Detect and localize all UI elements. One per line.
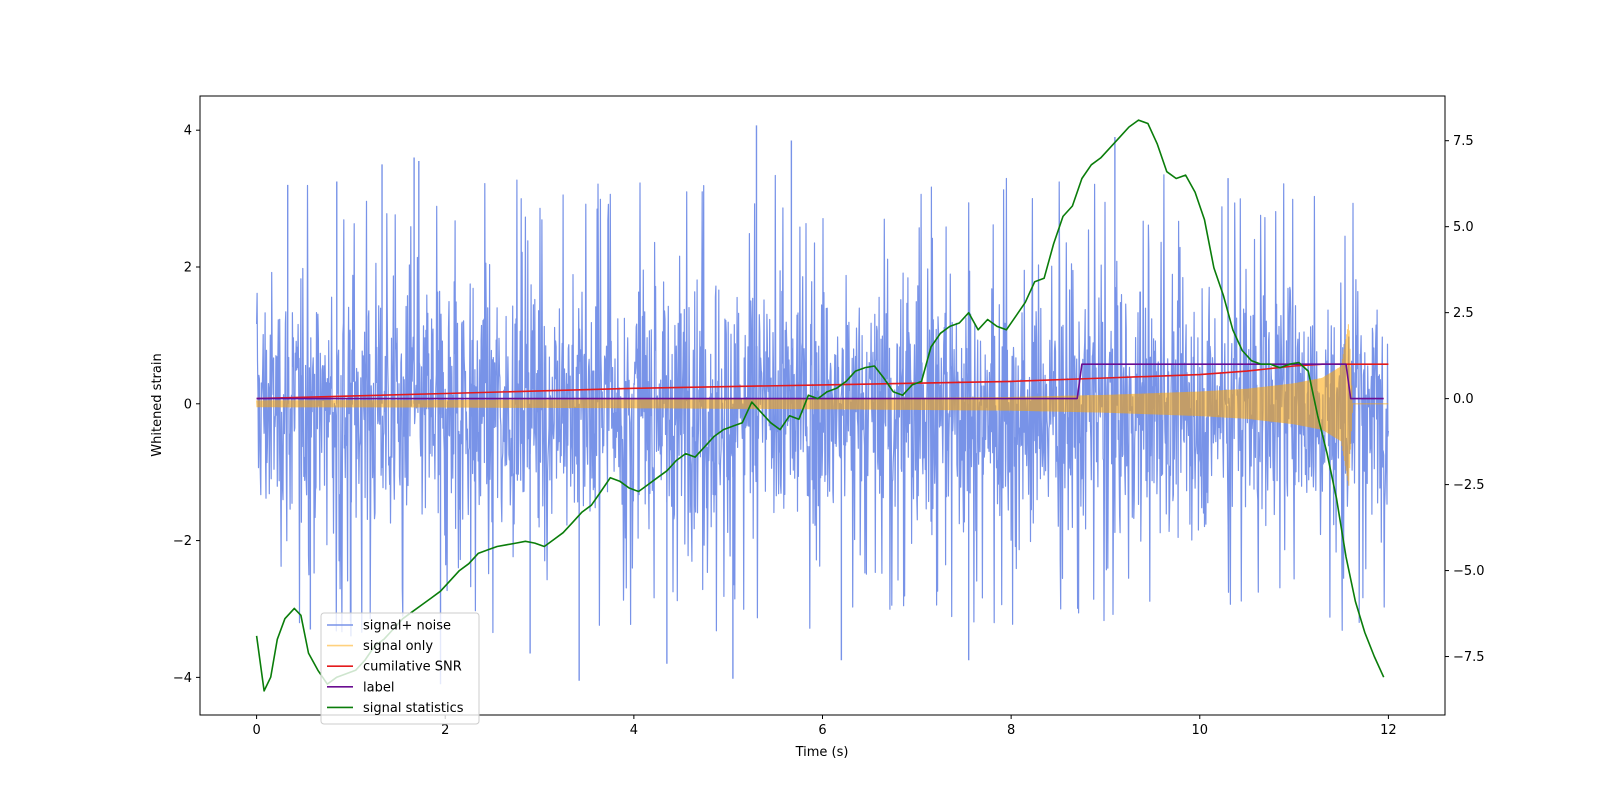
y2-tick-label: 0.0 (1453, 392, 1474, 407)
legend-label: label (363, 680, 394, 695)
y-axis-label: Whitened strain (150, 353, 165, 456)
legend-label: signal+ noise (363, 619, 451, 634)
x-tick-label: 8 (1007, 723, 1015, 738)
legend-item: signal+ noise (327, 619, 451, 634)
series-label (256, 363, 1384, 400)
legend-label: cumilative SNR (363, 660, 462, 675)
y2-tick-label: 7.5 (1453, 134, 1474, 149)
legend-item: signal statistics (327, 701, 464, 716)
y2-tick-label: −7.5 (1453, 650, 1485, 665)
legend: signal+ noise signal only cumilative SNR la… (320, 612, 480, 725)
x-tick-label: 4 (630, 723, 638, 738)
x-tick-label: 6 (818, 723, 826, 738)
legend-label: signal statistics (363, 701, 464, 716)
series-signal-statistics (255, 119, 1385, 692)
y-tick-label: −2 (173, 534, 192, 549)
series-signal-noise-line (256, 174, 1389, 634)
legend-item: signal only (327, 639, 433, 654)
x-tick-label: 2 (441, 723, 449, 738)
y-axis-left: −4 −2 0 2 4 (173, 124, 200, 686)
y-axis-right: −7.5 −5.0 −2.5 0.0 2.5 5.0 7.5 (1445, 134, 1485, 665)
x-tick-label: 0 (252, 723, 260, 738)
x-tick-label: 10 (1191, 723, 1208, 738)
x-axis-label: Time (s) (795, 745, 849, 760)
x-axis: 0 2 4 6 8 10 12 (252, 715, 1397, 738)
y2-tick-label: 2.5 (1453, 306, 1474, 321)
y-tick-label: −4 (173, 671, 192, 686)
y2-tick-label: 5.0 (1453, 220, 1474, 235)
y-tick-label: 0 (184, 397, 192, 412)
series-signal-noise (256, 125, 1389, 685)
y2-tick-label: −5.0 (1453, 564, 1485, 579)
legend-item: label (327, 680, 394, 695)
legend-item: cumilative SNR (327, 660, 462, 675)
legend-label: signal only (363, 639, 433, 654)
x-tick-label: 12 (1380, 723, 1397, 738)
legend-box (320, 612, 480, 725)
y-tick-label: 4 (184, 124, 192, 139)
y2-tick-label: −2.5 (1453, 478, 1485, 493)
y-tick-label: 2 (184, 260, 192, 275)
plot-area (255, 119, 1389, 692)
